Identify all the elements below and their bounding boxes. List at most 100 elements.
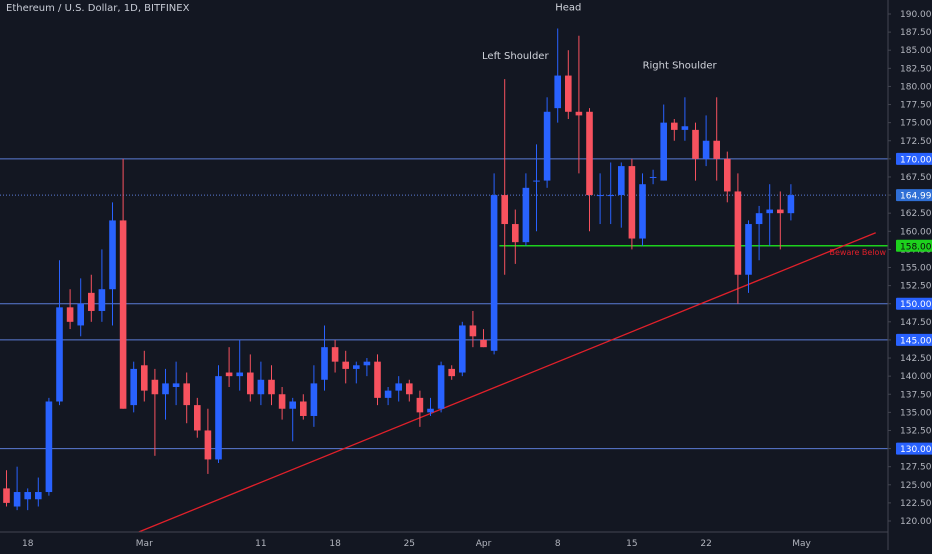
candle-49 xyxy=(522,173,530,246)
candle-8 xyxy=(88,274,95,322)
y-tick-137.50: 137.50 xyxy=(900,390,932,400)
candle-body xyxy=(427,408,434,413)
candle-body xyxy=(692,129,699,159)
candle-body xyxy=(724,158,731,192)
candle-body xyxy=(745,224,752,275)
candle-body xyxy=(183,383,190,406)
candle-body xyxy=(141,365,148,391)
y-tick-142.50: 142.50 xyxy=(900,354,932,364)
candle-body xyxy=(565,75,572,112)
candle-body xyxy=(77,303,84,326)
support-note: Beware Below xyxy=(829,248,886,257)
candle-body xyxy=(56,307,63,402)
candle-body xyxy=(437,365,445,409)
candle-45 xyxy=(480,329,487,348)
candle-16 xyxy=(172,361,180,406)
y-tick-172.50: 172.50 xyxy=(900,137,932,147)
candle-67 xyxy=(713,97,720,181)
y-tick-167.50: 167.50 xyxy=(900,173,932,183)
candle-25 xyxy=(268,365,275,406)
y-tick-190.00: 190.00 xyxy=(900,10,932,20)
y-tick-180.00: 180.00 xyxy=(900,82,932,92)
candle-body xyxy=(172,383,180,388)
candle-10 xyxy=(109,202,116,326)
candle-body xyxy=(681,126,689,130)
candle-body xyxy=(575,111,583,116)
candle-27 xyxy=(289,397,296,442)
candle-body xyxy=(713,140,720,159)
x-tick-18: 18 xyxy=(329,539,341,549)
candle-body xyxy=(618,166,625,196)
candle-29 xyxy=(310,365,318,427)
candle-74 xyxy=(787,184,795,221)
candle-body xyxy=(119,220,127,409)
candle-48 xyxy=(512,209,519,264)
candle-body xyxy=(480,339,487,348)
candle-body xyxy=(671,122,678,130)
candle-24 xyxy=(257,361,265,406)
candle-13 xyxy=(141,350,148,402)
candle-body xyxy=(554,75,561,109)
candle-body xyxy=(321,347,328,380)
candle-body xyxy=(66,307,74,322)
candle-body xyxy=(512,224,519,243)
y-tick-147.50: 147.50 xyxy=(900,318,932,328)
candle-37 xyxy=(395,376,402,402)
candle-23 xyxy=(247,354,254,402)
candle-71 xyxy=(755,205,763,261)
candle-66 xyxy=(702,115,710,167)
candle-61 xyxy=(649,169,657,185)
candle-0 xyxy=(3,470,10,507)
y-tick-152.50: 152.50 xyxy=(900,282,932,292)
y-tick-185.00: 185.00 xyxy=(900,46,932,56)
y-tick-162.50: 162.50 xyxy=(900,209,932,219)
support-line-group: Beware Below xyxy=(499,245,888,257)
price-levels xyxy=(0,158,888,450)
candle-26 xyxy=(278,387,286,420)
annotation-right-shoulder: Right Shoulder xyxy=(643,60,718,71)
candle-73 xyxy=(777,191,784,250)
candle-68 xyxy=(724,151,731,203)
candle-body xyxy=(24,492,31,500)
candle-1 xyxy=(13,466,21,511)
trendline xyxy=(138,232,876,533)
candle-5 xyxy=(56,260,63,406)
candle-69 xyxy=(734,173,742,304)
x-tick-15: 15 xyxy=(626,539,637,549)
candle-body xyxy=(278,394,286,409)
x-tick-18: 18 xyxy=(22,539,34,549)
candle-28 xyxy=(300,394,307,420)
price-tag-170.00-bg xyxy=(896,152,932,165)
time-axis[interactable]: 18 Mar 11 18 25 Apr 8 15 22 May xyxy=(0,531,888,549)
price-tags: 170.00 164.99 150.00 145.00 130.00 158.00 xyxy=(896,152,932,455)
candle-body xyxy=(522,187,530,243)
candle-body xyxy=(289,401,296,409)
candle-50 xyxy=(533,144,540,232)
y-tick-155.00: 155.00 xyxy=(900,264,932,274)
chart-title: Ethereum / U.S. Dollar, 1D, BITFINEX xyxy=(6,3,190,14)
candle-40 xyxy=(427,397,434,416)
price-tag-support: 158.00 xyxy=(900,242,932,252)
candle-6 xyxy=(66,289,74,330)
candle-body xyxy=(204,430,212,460)
candle-56 xyxy=(596,173,604,225)
candle-11 xyxy=(119,158,127,409)
candle-body xyxy=(88,292,95,311)
candle-body xyxy=(543,111,551,181)
candle-7 xyxy=(77,278,84,337)
candle-body xyxy=(353,365,360,369)
price-tag-164.99: 164.99 xyxy=(900,192,932,202)
price-tag-150.00: 150.00 xyxy=(900,300,932,310)
candle-62 xyxy=(660,104,667,181)
candle-body xyxy=(766,209,773,214)
candle-52 xyxy=(554,28,561,123)
candle-21 xyxy=(225,347,233,388)
candle-72 xyxy=(766,184,773,246)
x-tick-Apr: Apr xyxy=(476,539,492,549)
candle-19 xyxy=(204,408,212,474)
candle-32 xyxy=(342,350,349,384)
annotation-head: Head xyxy=(555,2,581,13)
